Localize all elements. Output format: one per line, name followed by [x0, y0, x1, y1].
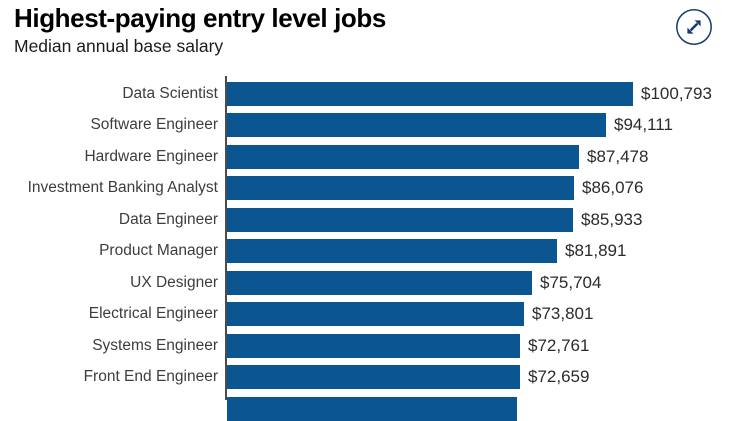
- value-label: $87,478: [587, 146, 649, 166]
- value-label: $73,801: [532, 304, 594, 324]
- chart-row: Investment Banking Analyst $86,076: [0, 173, 729, 205]
- chart-row: Software Engineer $94,111: [0, 110, 729, 142]
- partial-bar-cut-off: [227, 396, 517, 421]
- expand-arrows-icon: [676, 9, 712, 45]
- category-label: Front End Engineer: [83, 368, 218, 386]
- chart-row: Product Manager $81,891: [0, 236, 729, 268]
- value-bar: [227, 81, 633, 106]
- value-label: $72,659: [528, 367, 590, 387]
- category-label: Data Scientist: [122, 84, 218, 102]
- y-axis-line: [225, 76, 227, 400]
- value-bar: [227, 113, 606, 138]
- chart-header: Highest-paying entry level jobs Median a…: [14, 3, 659, 57]
- category-label: Software Engineer: [90, 116, 218, 134]
- category-label: Systems Engineer: [92, 336, 218, 354]
- value-label: $85,933: [581, 209, 643, 229]
- category-label: Data Engineer: [118, 210, 218, 228]
- chart-row: Hardware Engineer $87,478: [0, 141, 729, 173]
- value-label: $86,076: [582, 178, 644, 198]
- bar-chart: Data Scientist $100,793 Software Engineer $…: [0, 76, 729, 421]
- value-label: $100,793: [641, 83, 712, 103]
- chart-row: Front End Engineer $72,659: [0, 362, 729, 394]
- value-bar: [227, 333, 520, 358]
- value-label: $75,704: [540, 272, 602, 292]
- category-label: Electrical Engineer: [88, 305, 218, 323]
- chart-row: Data Engineer $85,933: [0, 204, 729, 236]
- value-label: $94,111: [614, 115, 673, 135]
- value-bar: [227, 270, 532, 295]
- chart-row: Systems Engineer $72,761: [0, 330, 729, 362]
- expand-button[interactable]: [675, 8, 713, 46]
- category-label: Hardware Engineer: [84, 147, 218, 165]
- category-label: UX Designer: [130, 273, 218, 291]
- chart-subtitle: Median annual base salary: [14, 36, 224, 57]
- value-bar: [227, 144, 579, 169]
- chart-row: Electrical Engineer $73,801: [0, 299, 729, 331]
- value-bar: [227, 239, 557, 264]
- category-label: Product Manager: [99, 242, 218, 260]
- category-label: Investment Banking Analyst: [27, 179, 218, 197]
- chart-row: Data Scientist $100,793: [0, 78, 729, 110]
- value-bar: [227, 207, 573, 232]
- chart-rows: Data Scientist $100,793 Software Engineer $…: [0, 78, 729, 393]
- chart-row: UX Designer $75,704: [0, 267, 729, 299]
- value-bar: [227, 176, 574, 201]
- value-bar: [227, 365, 520, 390]
- value-bar: [227, 302, 524, 327]
- value-label: $81,891: [565, 241, 627, 261]
- page-title: Highest-paying entry level jobs: [14, 3, 386, 33]
- value-label: $72,761: [528, 335, 590, 355]
